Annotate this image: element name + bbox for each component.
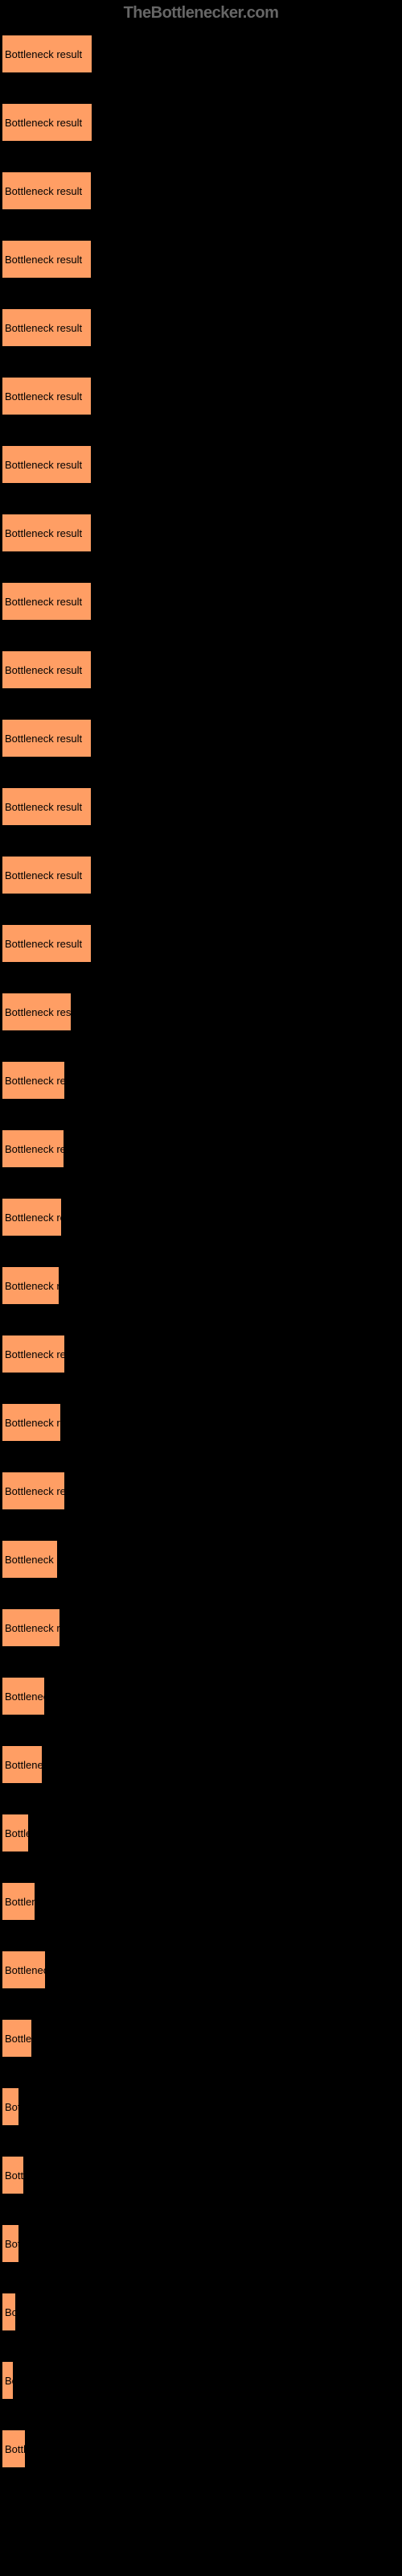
bar-item: Bottleneck result	[2, 2156, 24, 2194]
bar-label: Bottleneck result	[5, 459, 82, 471]
bar-item: Bottleneck result	[2, 1129, 64, 1168]
bar-label: Bottleneck result	[5, 1690, 45, 1703]
bar-label: Bottleneck result	[5, 322, 82, 334]
bar-label: Bottleneck result	[5, 1143, 64, 1155]
bar-item: Bottleneck result	[2, 514, 92, 552]
watermark-text: TheBottlenecker.com	[0, 4, 402, 23]
bar-label: Bottleneck result	[5, 1417, 61, 1429]
bar-label: Bottleneck result	[5, 1827, 29, 1839]
bar-label: Bottleneck result	[5, 117, 82, 129]
bar-item: Bottleneck result	[2, 1814, 29, 1852]
bar-label: Bottleneck result	[5, 2443, 26, 2455]
bar-label: Bottleneck result	[5, 527, 82, 539]
bar-label: Bottleneck result	[5, 1964, 46, 1976]
bar-label: Bottleneck result	[5, 390, 82, 402]
bar-item: Bottleneck result	[2, 856, 92, 894]
bar-label: Bottleneck result	[5, 1896, 35, 1908]
bar-item: Bottleneck result	[2, 582, 92, 621]
bar-item: Bottleneck result	[2, 1540, 58, 1579]
bar-item: Bottleneck result	[2, 1882, 35, 1921]
bar-item: Bottleneck result	[2, 377, 92, 415]
bar-item: Bottleneck result	[2, 650, 92, 689]
bar-label: Bottleneck result	[5, 1006, 72, 1018]
bar-label: Bottleneck result	[5, 1075, 65, 1087]
bar-label: Bottleneck result	[5, 733, 82, 745]
bar-item: Bottleneck result	[2, 308, 92, 347]
bar-item: Bottleneck result	[2, 1198, 62, 1236]
bar-item: Bottleneck result	[2, 924, 92, 963]
bar-label: Bottleneck result	[5, 1622, 60, 1634]
bar-label: Bottleneck result	[5, 254, 82, 266]
bar-label: Bottleneck result	[5, 1348, 65, 1360]
bar-item: Bottleneck result	[2, 2019, 32, 2058]
bar-item: Bottleneck result	[2, 1335, 65, 1373]
bar-label: Bottleneck result	[5, 801, 82, 813]
bar-item: Bottleneck result	[2, 171, 92, 210]
bar-label: Bottleneck result	[5, 185, 82, 197]
bar-item: Bottleneck result	[2, 1266, 59, 1305]
bar-label: Bottleneck result	[5, 664, 82, 676]
bar-item: Bottleneck result	[2, 2087, 19, 2126]
bar-label: Bottleneck result	[5, 596, 82, 608]
bar-item: Bottleneck result	[2, 1745, 43, 1784]
bar-chart: Bottleneck result Bottleneck result Bottle…	[0, 35, 402, 2468]
bar-item: Bottleneck result	[2, 787, 92, 826]
bar-item: Bottleneck result	[2, 719, 92, 758]
bar-label: Bottleneck result	[5, 2033, 32, 2045]
bar-item: Bottleneck result	[2, 1677, 45, 1715]
bar-item: Bottleneck result	[2, 103, 92, 142]
bar-label: Bottleneck result	[5, 2101, 19, 2113]
bar-item: Bottleneck result	[2, 35, 92, 73]
bar-label: Bottleneck result	[5, 2169, 24, 2182]
bar-item: Bottleneck result	[2, 445, 92, 484]
bar-label: Bottleneck result	[5, 48, 82, 60]
bar-item: Bottleneck result	[2, 1061, 65, 1100]
bar-label: Bottleneck result	[5, 1759, 43, 1771]
bar-item: Bottleneck result	[2, 2224, 19, 2263]
bar-label: Bottleneck result	[5, 869, 82, 881]
bar-label: Bottleneck result	[5, 938, 82, 950]
bar-item: Bottleneck result	[2, 2293, 16, 2331]
bar-label: Bottleneck result	[5, 1280, 59, 1292]
bar-label: Bottleneck result	[5, 1212, 62, 1224]
bar-label: Bottleneck result	[5, 2306, 16, 2318]
bar-item: Bottleneck result	[2, 1608, 60, 1647]
bar-item: Bottleneck result	[2, 2429, 26, 2468]
bar-label: Bottleneck result	[5, 1485, 65, 1497]
bar-item: Bottleneck result	[2, 240, 92, 279]
bar-label: Bottleneck result	[5, 1554, 58, 1566]
bar-item: Bottleneck result	[2, 993, 72, 1031]
bar-item: Bottleneck result	[2, 1403, 61, 1442]
bar-item: Bottleneck result	[2, 2361, 14, 2400]
bar-label: Bottleneck result	[5, 2375, 14, 2387]
bar-item: Bottleneck result	[2, 1472, 65, 1510]
bar-item: Bottleneck result	[2, 1951, 46, 1989]
bar-label: Bottleneck result	[5, 2238, 19, 2250]
